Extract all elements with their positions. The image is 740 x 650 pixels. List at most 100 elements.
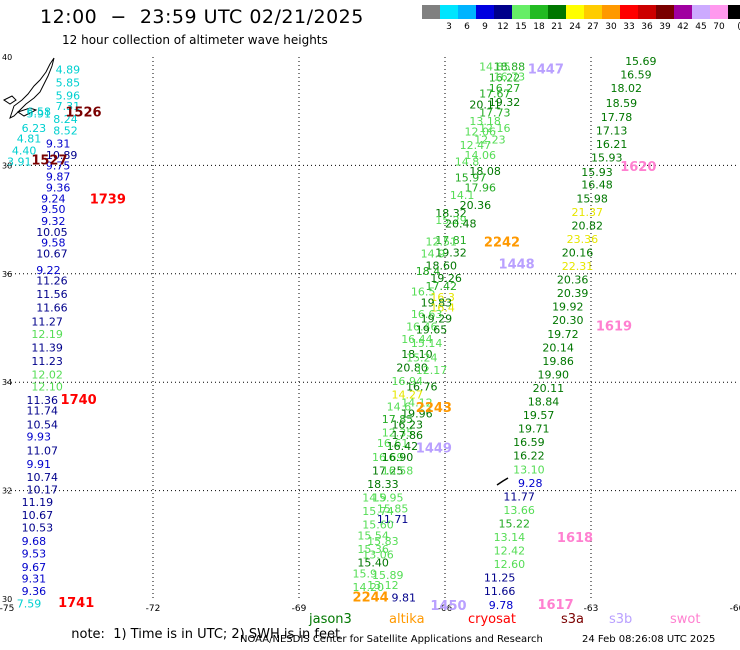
wave-height-value: 15.97 xyxy=(455,172,487,185)
wave-height-value: 11.66 xyxy=(36,302,67,315)
island-outline xyxy=(16,107,38,117)
wave-height-value: 9.31 xyxy=(46,138,71,151)
wave-height-value: 17.67 xyxy=(479,88,511,101)
lon-tick-label: -75 xyxy=(0,604,14,614)
color-scale-label: 39 xyxy=(659,22,671,32)
wave-height-value: 18.10 xyxy=(401,348,433,361)
wave-height-value: 16.27 xyxy=(489,82,521,95)
pass-time-label: 1740 xyxy=(61,393,97,408)
wave-height-value: 19.65 xyxy=(416,323,448,336)
wave-height-value: 19.71 xyxy=(518,423,550,436)
color-scale-label: 15 xyxy=(515,22,527,32)
wave-height-value: 5.96 xyxy=(56,89,81,102)
wave-height-value: 17.73 xyxy=(479,107,511,120)
lat-tick-label: 40 xyxy=(2,53,12,62)
wave-height-value: 11.56 xyxy=(36,288,67,301)
wave-height-value: 11.07 xyxy=(26,444,58,457)
wave-height-value: 14.20 xyxy=(353,581,385,594)
wave-height-value: 13.14 xyxy=(494,531,525,544)
wave-height-value: 15.14 xyxy=(411,337,443,350)
satellite-legend-s3a: s3a xyxy=(561,612,585,627)
wave-height-value: 11.71 xyxy=(377,513,409,526)
color-scale-swatch xyxy=(728,5,740,19)
wave-height-value: 18.88 xyxy=(494,61,525,74)
pass-time-label: 1741 xyxy=(58,596,94,611)
wave-height-value: 18.59 xyxy=(606,97,638,110)
wave-height-value: 12.42 xyxy=(494,545,525,558)
wave-height-value: 16.59 xyxy=(513,436,545,449)
wave-height-value: 9.50 xyxy=(41,203,66,216)
wave-height-value: 12.35 xyxy=(382,426,414,439)
wave-height-value: 16.61 xyxy=(377,437,409,450)
island-outline xyxy=(3,95,17,105)
wave-height-value: 9.81 xyxy=(391,592,416,605)
wave-height-value: 9.36 xyxy=(46,181,71,194)
wave-height-value: 14.27 xyxy=(391,388,423,401)
wave-height-value: 14.12 xyxy=(401,397,433,410)
lat-tick-label: 32 xyxy=(2,487,12,496)
satellite-legend-cryosat: cryosat xyxy=(468,612,516,627)
pass-time-label: 1449 xyxy=(416,442,452,457)
lon-tick-label: -60 xyxy=(730,604,740,614)
wave-height-value: 12.19 xyxy=(31,328,63,341)
pass-time-label: 2244 xyxy=(353,591,389,606)
wave-height-value: 16.21 xyxy=(596,138,628,151)
map-title: 12:00 − 23:59 UTC 02/21/2025 xyxy=(40,6,364,28)
lat-tick-label: 38 xyxy=(2,161,12,170)
wave-height-value: 19.83 xyxy=(421,296,453,309)
wave-height-value: 9.75 xyxy=(46,160,71,173)
wave-height-value: 18.4 xyxy=(416,265,441,278)
wave-height-value: 16.4 xyxy=(430,302,455,315)
lat-tick-label: 30 xyxy=(2,595,12,604)
wave-height-value: 13.06 xyxy=(362,548,394,561)
wave-height-value: 20.39 xyxy=(557,287,589,300)
bermuda-outline xyxy=(496,477,509,486)
wave-height-value: 16.42 xyxy=(387,440,419,453)
wave-height-value: 19.86 xyxy=(542,355,574,368)
color-scale-swatch xyxy=(512,5,530,19)
pass-time-label: 1527 xyxy=(31,153,67,168)
wave-height-value: 19.29 xyxy=(421,313,453,326)
wave-height-value: 10.05 xyxy=(36,226,67,239)
wave-height-value: 16.22 xyxy=(489,71,521,84)
wave-height-value: 16.22 xyxy=(513,450,545,463)
wave-height-value: 15.9 xyxy=(353,567,378,580)
wave-height-value: 15.22 xyxy=(499,517,531,530)
map-subtitle: 12 hour collection of altimeter wave hei… xyxy=(62,33,328,47)
wave-height-value: 9.93 xyxy=(26,431,51,444)
color-scale-label: 12 xyxy=(497,22,509,32)
wave-height-value: 15.89 xyxy=(372,569,404,582)
wave-height-value: 18.02 xyxy=(610,82,642,95)
wave-height-value: 10.67 xyxy=(36,248,67,261)
wave-height-value: 11.25 xyxy=(484,572,516,585)
wave-height-value: 14.85 xyxy=(479,61,511,74)
wave-height-value: 15.29 xyxy=(435,214,467,227)
wave-height-value: 15.98 xyxy=(576,192,608,205)
color-scale-label: 21 xyxy=(551,22,563,32)
wave-height-value: 11.74 xyxy=(26,405,58,418)
wave-height-value: 18.33 xyxy=(367,478,399,491)
wave-height-value: 12.06 xyxy=(464,126,496,139)
wave-height-value: 21.37 xyxy=(572,206,604,219)
wave-height-value: 16.76 xyxy=(406,380,438,393)
wave-height-value: 9.58 xyxy=(41,237,66,250)
wave-height-value: 20.16 xyxy=(562,246,594,259)
wave-height-value: 10.53 xyxy=(22,521,53,534)
wave-height-value: 16.59 xyxy=(620,69,652,82)
wave-height-value: 14.6 xyxy=(387,400,412,413)
wave-height-value: 9.53 xyxy=(22,547,46,560)
wave-height-value: 19.57 xyxy=(523,409,555,422)
wave-height-value: 15.54 xyxy=(357,529,389,542)
wave-height-value: 9.22 xyxy=(36,264,61,277)
wave-height-value: 22.31 xyxy=(562,260,594,273)
wave-height-value: 17.42 xyxy=(426,280,458,293)
lon-tick-label: -69 xyxy=(292,604,307,614)
pass-time-label: 1620 xyxy=(620,160,656,175)
wave-height-value: 17.86 xyxy=(391,429,423,442)
wave-height-value: 13.10 xyxy=(513,463,545,476)
wave-height-value: 12.23 xyxy=(474,134,506,147)
wave-height-value: 18.08 xyxy=(469,165,501,178)
lon-tick-label: -72 xyxy=(146,604,161,614)
wave-height-value: 9.78 xyxy=(489,599,514,612)
wave-height-value: 17.13 xyxy=(596,125,628,138)
